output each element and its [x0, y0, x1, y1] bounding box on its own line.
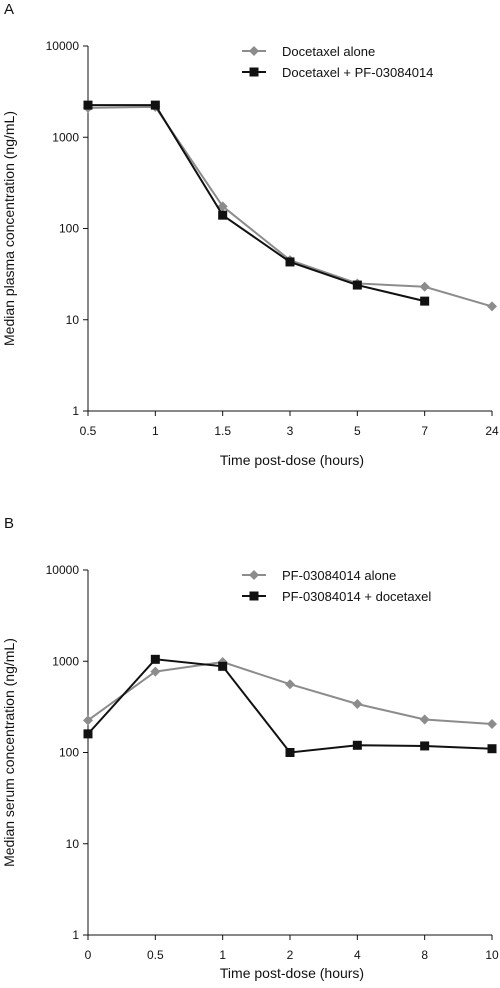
- x-tick-label: 0: [85, 948, 92, 962]
- data-point-square: [420, 296, 430, 306]
- legend-marker-diamond: [249, 46, 259, 56]
- data-point-diamond: [150, 666, 161, 677]
- legend-label: Docetaxel alone: [282, 44, 375, 59]
- data-point-square: [218, 210, 228, 220]
- data-point-square: [285, 257, 295, 267]
- data-point-diamond: [352, 699, 363, 710]
- y-tick-label: 10000: [46, 563, 80, 577]
- data-point-square: [352, 280, 362, 290]
- panel-letter: B: [4, 515, 14, 532]
- x-tick-label: 2: [287, 948, 294, 962]
- data-point-square: [83, 100, 93, 110]
- data-point-diamond: [217, 201, 228, 212]
- data-point-square: [218, 661, 228, 671]
- y-tick-label: 1000: [52, 654, 79, 668]
- x-tick-label: 1: [219, 948, 226, 962]
- data-point-square: [420, 741, 430, 751]
- x-tick-label: 3: [287, 424, 294, 438]
- y-tick-label: 1: [72, 404, 79, 418]
- data-point-square: [150, 654, 160, 664]
- x-tick-label: 7: [421, 424, 428, 438]
- y-axis-title: Median plasma concentration (ng/mL): [1, 111, 17, 346]
- data-point-diamond: [285, 679, 295, 690]
- series-line-1: [87, 661, 493, 726]
- data-point-square: [487, 744, 497, 754]
- y-tick-label: 10: [66, 313, 80, 327]
- x-tick-label: 1: [152, 424, 159, 438]
- x-tick-label: 5: [354, 424, 361, 438]
- data-point-square: [150, 100, 160, 110]
- y-tick-label: 100: [59, 222, 79, 236]
- data-point-diamond: [487, 719, 497, 730]
- y-tick-label: 100: [59, 746, 79, 760]
- x-tick-label: 0.5: [147, 948, 164, 962]
- x-tick-label: 8: [421, 948, 428, 962]
- data-point-square: [352, 740, 362, 750]
- legend-marker-square: [249, 67, 259, 77]
- x-axis-title: Time post-dose (hours): [220, 965, 364, 981]
- data-point-square: [83, 729, 93, 739]
- x-tick-label: 1.5: [214, 424, 231, 438]
- legend-marker-square: [249, 591, 259, 601]
- legend-marker-diamond: [249, 570, 259, 580]
- data-point-diamond: [487, 301, 497, 312]
- data-point-diamond: [419, 714, 430, 725]
- x-tick-label: 0.5: [80, 424, 97, 438]
- legend-label: PF-03084014 alone: [282, 568, 396, 583]
- data-point-diamond: [83, 715, 93, 726]
- y-tick-label: 10: [66, 837, 80, 851]
- series-line-2: [88, 104, 425, 303]
- y-tick-label: 1000: [52, 130, 79, 144]
- x-axis-title: Time post-dose (hours): [220, 452, 364, 468]
- x-tick-label: 24: [485, 424, 499, 438]
- x-tick-label: 4: [354, 948, 361, 962]
- data-point-diamond: [419, 281, 430, 292]
- legend-label: PF-03084014 + docetaxel: [282, 589, 431, 604]
- legend-label: Docetaxel + PF-03084014: [282, 65, 433, 80]
- panel-letter: A: [4, 1, 14, 18]
- data-point-square: [285, 748, 295, 757]
- x-tick-label: 10: [485, 948, 499, 962]
- series-line-1: [87, 105, 493, 308]
- series-line-2: [87, 658, 493, 754]
- y-axis-title: Median serum concentration (ng/mL): [1, 638, 17, 867]
- y-tick-label: 1: [72, 928, 79, 942]
- y-tick-label: 10000: [46, 39, 80, 53]
